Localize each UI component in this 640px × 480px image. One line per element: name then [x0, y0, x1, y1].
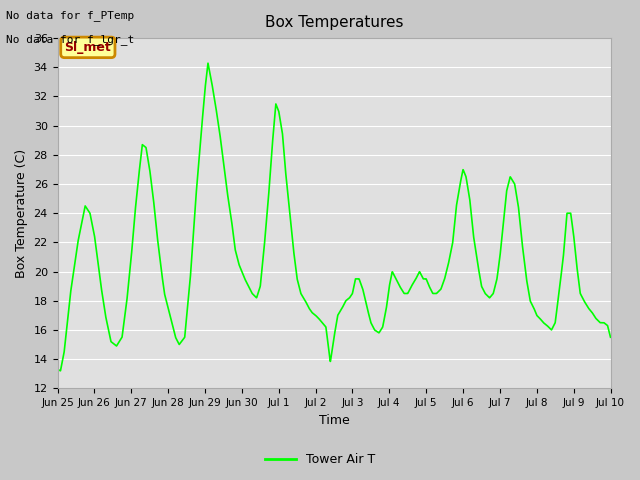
Legend: Tower Air T: Tower Air T [260, 448, 380, 471]
Text: No data for f_lgr_t: No data for f_lgr_t [6, 34, 134, 45]
Y-axis label: Box Temperature (C): Box Temperature (C) [15, 149, 28, 278]
X-axis label: Time: Time [319, 414, 349, 427]
Text: Sl_met: Sl_met [65, 41, 111, 54]
Title: Box Temperatures: Box Temperatures [265, 15, 403, 30]
Text: No data for f_PTemp: No data for f_PTemp [6, 10, 134, 21]
